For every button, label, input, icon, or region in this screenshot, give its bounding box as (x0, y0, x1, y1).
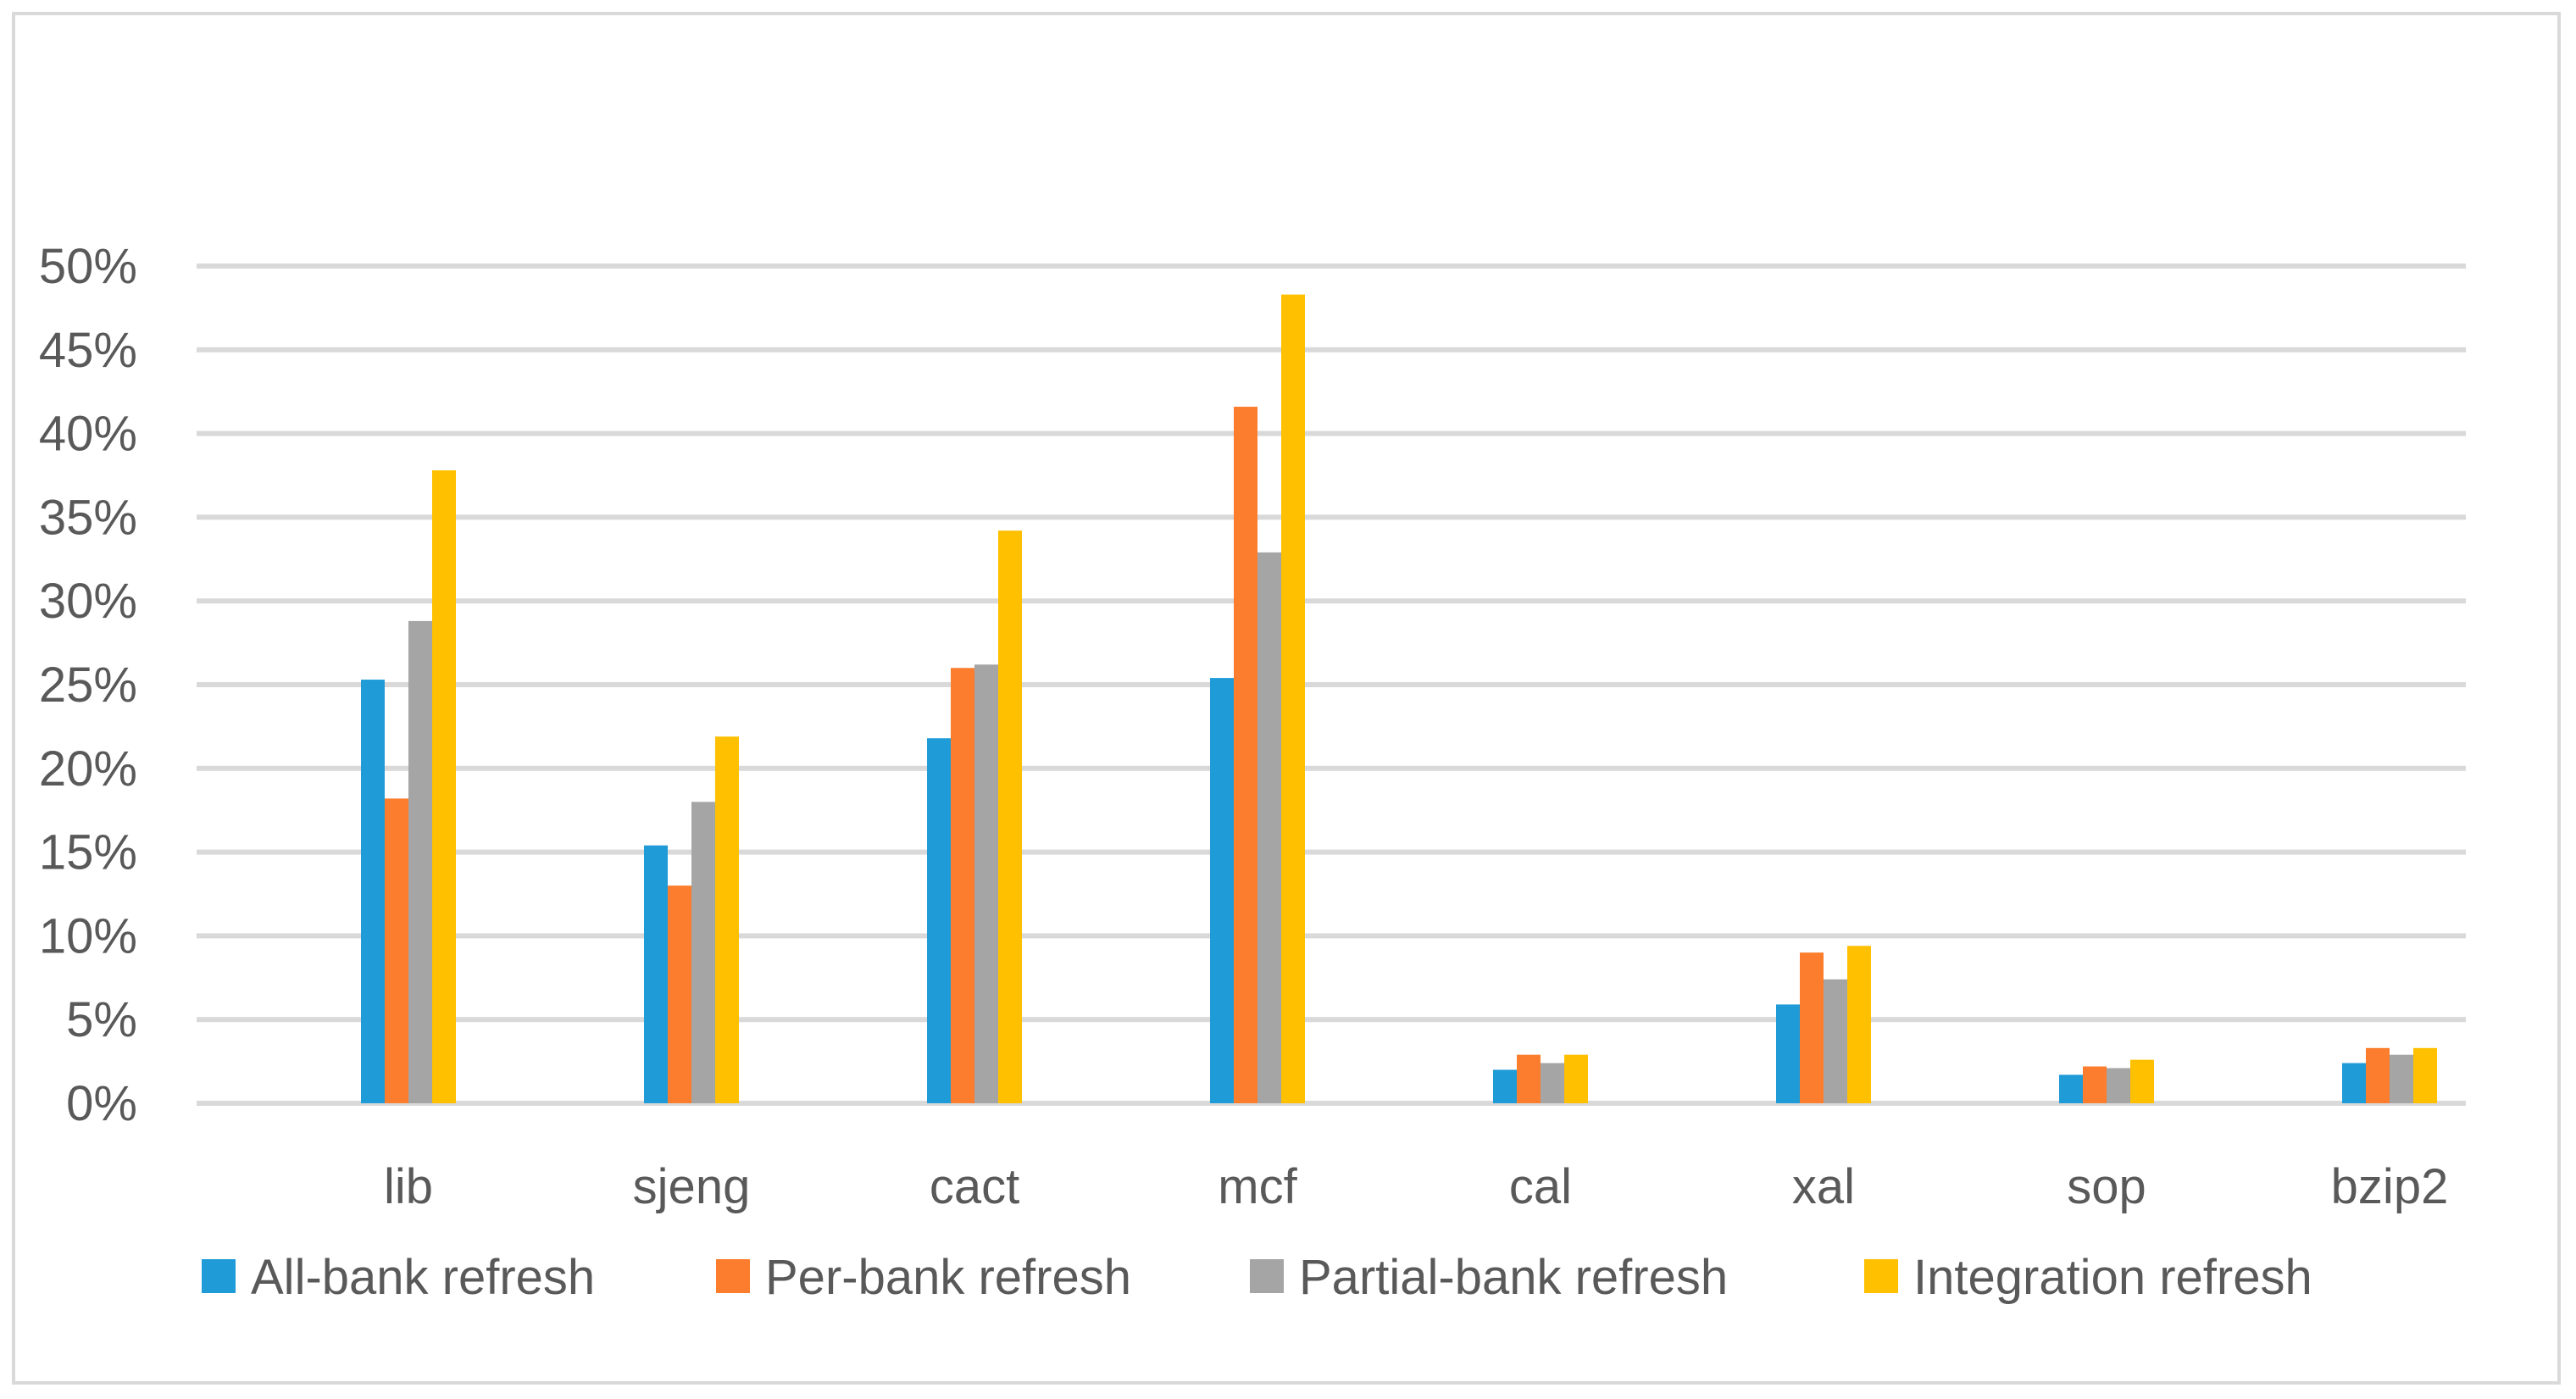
y-tick-label: 35% (39, 490, 137, 545)
y-tick-label: 5% (66, 992, 137, 1047)
bar-bzip2-integration-refresh (2413, 1047, 2437, 1103)
bar-sjeng-per-bank-refresh (668, 885, 691, 1103)
y-tick-label: 50% (39, 239, 137, 294)
bar-sop-all-bank-refresh (2059, 1074, 2083, 1103)
bar-mcf-partial-bank-refresh (1257, 552, 1281, 1103)
bars (361, 294, 2437, 1103)
bar-cact-integration-refresh (998, 530, 1022, 1103)
bar-sop-per-bank-refresh (2083, 1066, 2107, 1103)
legend-swatch (202, 1259, 236, 1293)
legend-label: All-bank refresh (251, 1250, 595, 1305)
bar-sop-integration-refresh (2130, 1059, 2154, 1103)
legend-label: Per-bank refresh (765, 1250, 1131, 1305)
y-tick-label: 40% (39, 407, 137, 462)
bar-cact-partial-bank-refresh (974, 664, 998, 1103)
bar-cact-per-bank-refresh (951, 668, 974, 1103)
y-tick-label: 0% (66, 1076, 137, 1131)
y-axis-tick-labels: 0% 5% 10% 15% 20% 25% 30% 35% 40% 45% 50% (39, 239, 137, 1131)
legend-label: Partial-bank refresh (1299, 1250, 1728, 1305)
y-tick-label: 45% (39, 323, 137, 378)
bar-xal-partial-bank-refresh (1824, 979, 1847, 1103)
x-category-label: bzip2 (2331, 1159, 2449, 1214)
bar-sop-partial-bank-refresh (2107, 1068, 2130, 1103)
legend-swatch (1250, 1259, 1284, 1293)
x-category-label: cal (1509, 1159, 1572, 1214)
bar-bzip2-per-bank-refresh (2366, 1047, 2390, 1103)
bar-lib-per-bank-refresh (385, 798, 408, 1103)
x-category-label: mcf (1218, 1159, 1297, 1214)
bar-sjeng-integration-refresh (715, 736, 739, 1103)
bar-cal-partial-bank-refresh (1541, 1063, 1564, 1103)
bar-lib-partial-bank-refresh (408, 620, 432, 1103)
bar-cal-per-bank-refresh (1517, 1054, 1541, 1103)
gridlines (197, 264, 2466, 1106)
x-axis-category-labels: lib sjeng cact mcf cal xal sop bzip2 (384, 1159, 2448, 1214)
bar-mcf-integration-refresh (1281, 294, 1305, 1103)
y-tick-label: 20% (39, 741, 137, 797)
bar-bzip2-partial-bank-refresh (2390, 1054, 2413, 1103)
x-category-label: xal (1792, 1159, 1855, 1214)
legend: All-bank refresh Per-bank refresh Partial-… (202, 1250, 2312, 1305)
x-category-label: cact (930, 1159, 1019, 1214)
bar-bzip2-all-bank-refresh (2342, 1063, 2366, 1103)
y-tick-label: 25% (39, 658, 137, 713)
x-category-label: sjeng (633, 1159, 751, 1214)
y-tick-label: 15% (39, 825, 137, 880)
bar-mcf-all-bank-refresh (1210, 678, 1234, 1103)
bar-cact-all-bank-refresh (927, 738, 951, 1103)
legend-label: Integration refresh (1913, 1250, 2312, 1305)
bar-cal-all-bank-refresh (1493, 1069, 1517, 1103)
bar-sjeng-all-bank-refresh (644, 845, 668, 1103)
bar-mcf-per-bank-refresh (1234, 406, 1257, 1103)
bar-lib-all-bank-refresh (361, 680, 385, 1103)
legend-swatch (1864, 1259, 1898, 1293)
bar-cal-integration-refresh (1564, 1054, 1588, 1103)
y-tick-label: 30% (39, 574, 137, 629)
bar-lib-integration-refresh (432, 470, 456, 1103)
x-category-label: lib (384, 1159, 433, 1214)
legend-swatch (716, 1259, 750, 1293)
bar-xal-integration-refresh (1847, 946, 1871, 1103)
y-tick-label: 10% (39, 908, 137, 963)
bar-sjeng-partial-bank-refresh (691, 802, 715, 1103)
bar-xal-per-bank-refresh (1800, 952, 1824, 1103)
x-category-label: sop (2067, 1159, 2146, 1214)
bar-xal-all-bank-refresh (1776, 1004, 1800, 1103)
